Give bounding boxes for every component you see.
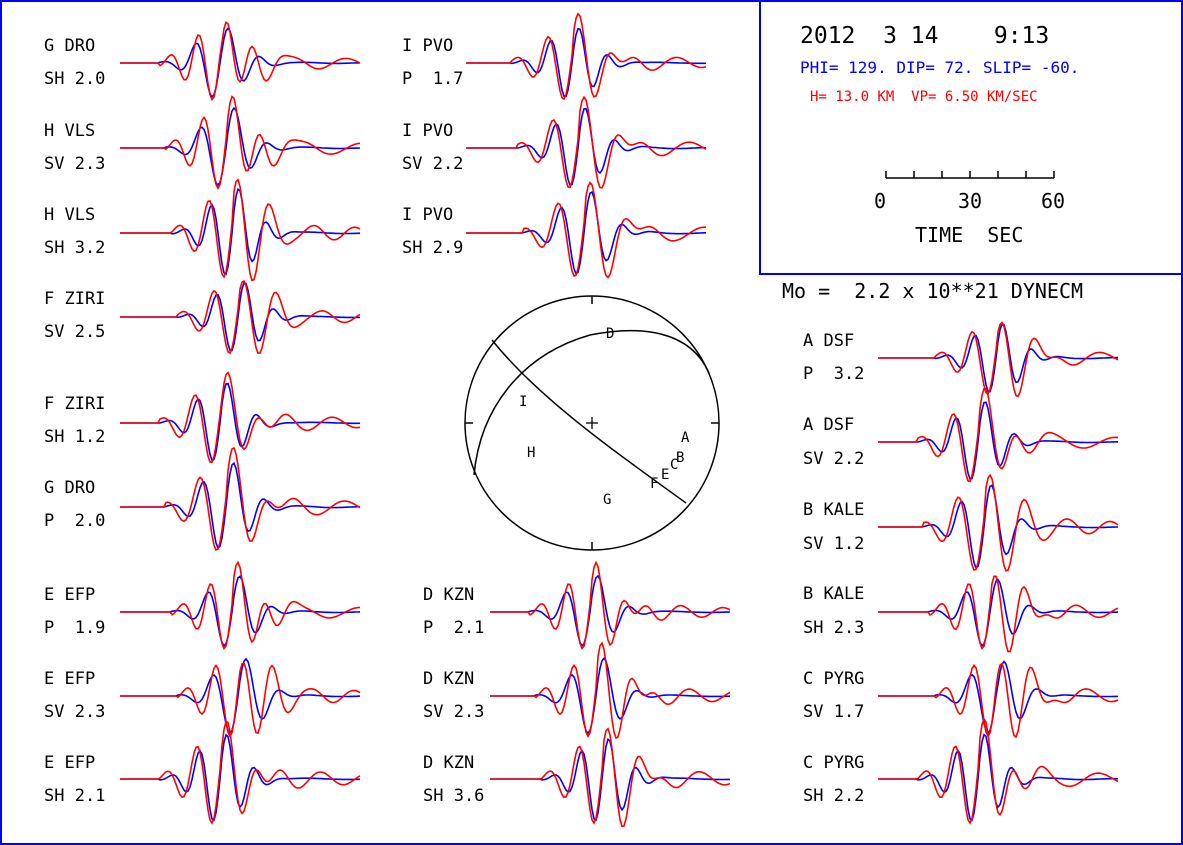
phase-label: SV 2.2 — [402, 154, 464, 174]
station-label: E EFP — [44, 669, 96, 689]
station-label: A DSF — [803, 331, 855, 351]
scale-axis-label: TIME SEC — [915, 223, 1024, 247]
station-label: D KZN — [423, 753, 475, 773]
phase-label: SV 2.3 — [423, 702, 485, 722]
phase-label: SH 1.2 — [44, 427, 106, 447]
synthetic-trace — [120, 575, 361, 648]
sphere-letter-c: C — [670, 457, 679, 473]
scale-tick-30: 30 — [958, 189, 983, 213]
phase-label: SH 2.3 — [803, 618, 865, 638]
observed-trace — [878, 388, 1119, 483]
station-label: H VLS — [44, 121, 96, 141]
station-label: D KZN — [423, 585, 475, 605]
sphere-letter-d: D — [606, 326, 615, 342]
phase-label: P 3.2 — [803, 364, 865, 384]
observed-trace — [466, 181, 706, 279]
synthetic-trace — [878, 733, 1118, 822]
observed-trace — [120, 279, 361, 355]
station-label: I PVO — [402, 205, 454, 225]
station-label: I PVO — [402, 121, 454, 141]
station-label: B KALE — [803, 500, 865, 520]
time-scale-bar — [885, 171, 1055, 179]
station-label: I PVO — [402, 36, 454, 56]
observed-trace — [120, 95, 361, 191]
info-box-frame — [759, 0, 1183, 275]
mechanism-parameters: PHI= 129. DIP= 72. SLIP= -60. — [800, 58, 1080, 77]
synthetic-trace — [878, 401, 1118, 481]
observed-trace — [466, 12, 707, 101]
sphere-letter-b: B — [676, 450, 685, 466]
phase-label: SH 2.1 — [44, 786, 106, 806]
station-label: F ZIRI — [44, 289, 106, 309]
phase-label: SH 2.9 — [402, 238, 464, 258]
observed-trace — [490, 560, 731, 650]
phase-label: P 2.1 — [423, 618, 485, 638]
phase-label: SH 2.0 — [44, 69, 106, 89]
sphere-letter-g: G — [603, 492, 612, 508]
observed-trace — [878, 575, 1119, 653]
observed-trace — [120, 371, 361, 464]
observed-trace — [490, 727, 731, 828]
depth-velocity: H= 13.0 KM VP= 6.50 KM/SEC — [810, 89, 1038, 105]
seismic-moment: Mo = 2.2 x 10**21 DYNECM — [782, 279, 1084, 303]
station-label: F ZIRI — [44, 394, 106, 414]
scale-tick-60: 60 — [1041, 189, 1066, 213]
focal-sphere — [464, 295, 720, 551]
sphere-letter-i: I — [519, 394, 528, 410]
sphere-letter-a: A — [681, 430, 690, 446]
observed-trace — [878, 717, 1119, 825]
station-label: G DRO — [44, 478, 96, 498]
phase-label: P 2.0 — [44, 511, 106, 531]
synthetic-trace — [120, 27, 361, 99]
station-label: C PYRG — [803, 753, 865, 773]
phase-label: SV 1.7 — [803, 702, 865, 722]
phase-label: SV 2.2 — [803, 449, 865, 469]
phase-label: SH 3.6 — [423, 786, 485, 806]
station-label: A DSF — [803, 415, 855, 435]
observed-trace — [120, 178, 361, 282]
event-datetime: 2012 3 14 9:13 — [800, 23, 1050, 49]
phase-label: SV 1.2 — [803, 534, 865, 554]
seismogram-traces — [120, 12, 1119, 828]
synthetic-trace — [490, 574, 731, 648]
phase-label: SV 2.3 — [44, 154, 106, 174]
station-label: G DRO — [44, 36, 96, 56]
sphere-letter-f: F — [650, 476, 659, 492]
observed-trace — [466, 95, 707, 189]
observed-trace — [878, 321, 1119, 398]
observed-trace — [878, 473, 1119, 572]
scale-tick-0: 0 — [874, 189, 887, 213]
phase-label: P 1.9 — [44, 618, 106, 638]
synthetic-trace — [120, 382, 360, 462]
observed-trace — [490, 641, 731, 740]
nodal-plane-1 — [491, 339, 687, 504]
phase-label: P 1.7 — [402, 69, 464, 89]
phase-label: SH 3.2 — [44, 238, 106, 258]
phase-label: SH 2.2 — [803, 786, 865, 806]
phase-label: SV 2.3 — [44, 702, 106, 722]
observed-trace — [120, 560, 361, 651]
station-label: C PYRG — [803, 669, 865, 689]
observed-trace — [120, 662, 361, 739]
station-label: H VLS — [44, 205, 96, 225]
station-label: B KALE — [803, 584, 865, 604]
sphere-letter-e: E — [661, 467, 670, 483]
station-label: E EFP — [44, 585, 96, 605]
sphere-letter-h: H — [527, 445, 536, 461]
station-label: E EFP — [44, 753, 96, 773]
observed-trace — [120, 446, 361, 552]
station-label: D KZN — [423, 669, 475, 689]
observed-trace — [120, 20, 361, 102]
synthetic-trace — [120, 106, 361, 187]
phase-label: SV 2.5 — [44, 322, 106, 342]
observed-trace — [120, 720, 361, 825]
observed-trace — [878, 662, 1119, 739]
synthetic-trace — [466, 107, 706, 187]
nodal-plane-2 — [473, 329, 710, 476]
